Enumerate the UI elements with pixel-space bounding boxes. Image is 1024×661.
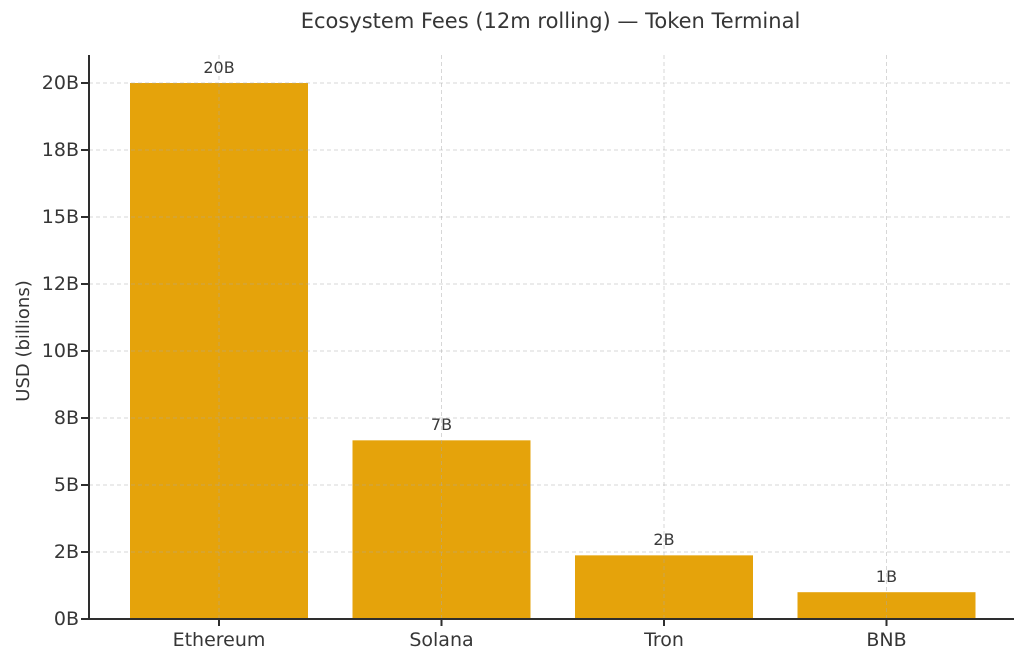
y-tick-label: 0B bbox=[53, 608, 79, 630]
bar-value-label: 2B bbox=[653, 530, 675, 550]
bar-value-label: 20B bbox=[203, 58, 235, 77]
bar-ethereum bbox=[130, 83, 308, 619]
x-tick-label: Solana bbox=[409, 629, 474, 651]
y-tick-label: 20B bbox=[41, 72, 79, 94]
y-tick-label: 5B bbox=[53, 474, 79, 496]
bar-value-label: 1B bbox=[875, 567, 898, 587]
y-tick-label: 12B bbox=[41, 273, 79, 295]
y-tick-label: 8B bbox=[53, 407, 79, 429]
chart-title: Ecosystem Fees (12m rolling) — Token Ter… bbox=[300, 9, 801, 33]
y-tick-label: 2B bbox=[53, 541, 79, 563]
y-tick-label: 18B bbox=[41, 139, 79, 161]
bar-tron bbox=[575, 555, 753, 619]
bar-value-label: 7B bbox=[430, 415, 453, 435]
y-tick-label: 15B bbox=[41, 206, 79, 228]
bar-solana bbox=[352, 440, 531, 619]
x-tick-label: Tron bbox=[644, 629, 684, 651]
bar-bnb bbox=[797, 592, 976, 619]
x-tick-label: BNB bbox=[866, 629, 907, 651]
x-tick-label: Ethereum bbox=[172, 629, 266, 651]
y-tick-label: 10B bbox=[41, 340, 79, 362]
